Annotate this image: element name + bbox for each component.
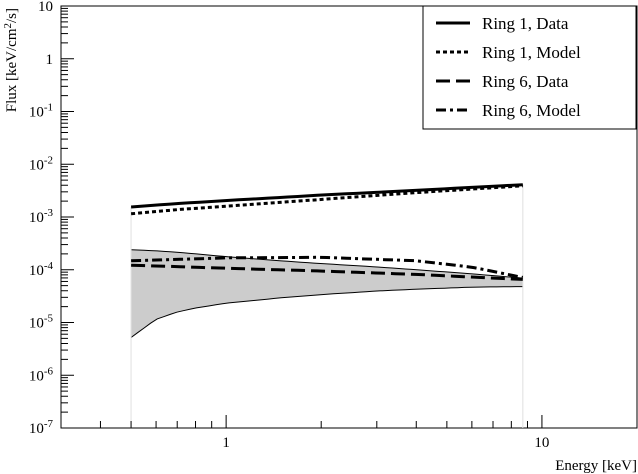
band-lower-edge xyxy=(130,286,523,338)
band-upper-edge xyxy=(131,249,523,279)
x-axis-title: Energy [keV] xyxy=(555,458,637,474)
series-line-1 xyxy=(130,183,523,209)
legend-label: Ring 6, Model xyxy=(482,101,581,120)
series-line-4 xyxy=(131,255,524,279)
legend-label: Ring 1, Model xyxy=(482,43,581,62)
y-tick-label: 10-6 xyxy=(29,365,54,384)
y-tick-label: 10-4 xyxy=(29,260,54,279)
y-tick-label: 10-7 xyxy=(29,418,54,437)
series-line-3 xyxy=(131,263,523,281)
y-tick-label: 10-3 xyxy=(29,207,54,226)
uncertainty-band xyxy=(131,249,523,338)
y-tick-label: 10 xyxy=(38,0,53,15)
y-axis-title: Flux [keV/cm2/s] xyxy=(2,8,20,112)
legend-label: Ring 6, Data xyxy=(482,72,569,91)
y-tick-label: 10-1 xyxy=(29,102,53,121)
x-tick-label: 1 xyxy=(222,435,230,451)
legend-label: Ring 1, Data xyxy=(482,14,569,33)
x-tick-label: 10 xyxy=(534,435,549,451)
series-line-2 xyxy=(130,184,523,216)
y-tick-label: 1 xyxy=(46,52,54,68)
y-tick-label: 10-5 xyxy=(29,313,54,332)
y-tick-label: 10-2 xyxy=(29,154,53,173)
